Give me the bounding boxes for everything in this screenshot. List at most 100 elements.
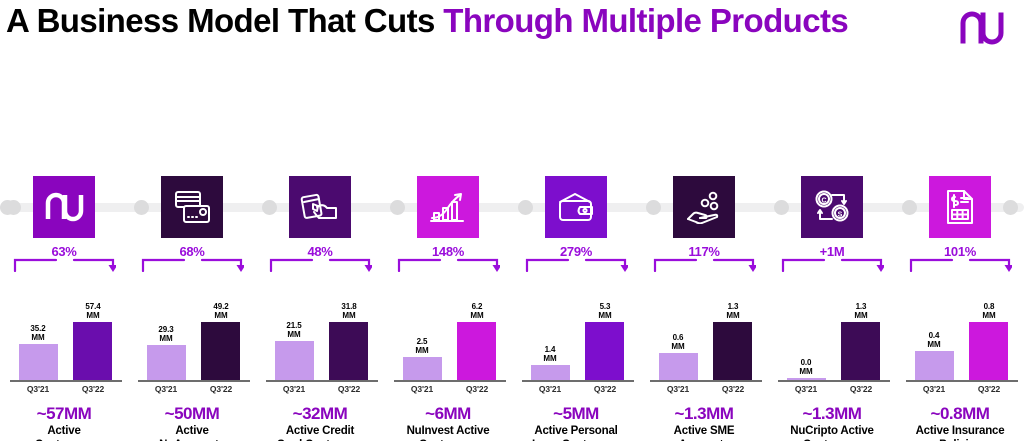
- x-tick-label: Q3'21: [282, 384, 306, 394]
- x-axis-line: [394, 380, 506, 382]
- timeline-dot: [0, 200, 15, 215]
- x-tick-label: Q3'22: [465, 384, 489, 394]
- growth-indicator: 68%: [128, 244, 256, 278]
- bar[interactable]: [275, 341, 314, 380]
- x-axis-ticks: Q3'21 Q3'22: [256, 382, 384, 400]
- product-tile-sme[interactable]: [673, 176, 735, 238]
- metric-summary-value: ~32MM: [292, 404, 348, 423]
- bar[interactable]: [73, 322, 112, 380]
- metric-summary-value: ~6MM: [425, 404, 471, 423]
- bar-value-label: 21.5 MM: [286, 321, 302, 339]
- card-swipe-hand-icon: [300, 190, 340, 224]
- bar[interactable]: [403, 357, 442, 380]
- x-axis-line: [266, 380, 378, 382]
- x-tick-label: Q3'22: [977, 384, 1001, 394]
- growth-indicator: 63%: [0, 244, 128, 278]
- timeline-dot: [134, 200, 149, 215]
- x-axis-line: [522, 380, 634, 382]
- bar-plot: 0.0 MM 1.3 MM: [768, 278, 896, 382]
- bar[interactable]: [329, 322, 368, 380]
- crypto-exchange-icon: C S: [812, 188, 852, 226]
- metric-column: 68% 29.3MM 49.2MM Q3'21 Q3'22 ~50MM ActiveNuAc…: [128, 244, 256, 441]
- timeline-dot: [774, 200, 789, 215]
- metric-column: 63% 35.2MM 57.4MM Q3'21 Q3'22 ~57MM ActiveCust…: [0, 244, 128, 441]
- bar[interactable]: [531, 365, 570, 380]
- product-tile-nucripto[interactable]: C S: [801, 176, 863, 238]
- bar-value-label: 0.4 MM: [927, 331, 941, 349]
- product-tile-active-customers[interactable]: [33, 176, 95, 238]
- credit-cards-icon: [172, 188, 212, 226]
- metric-summary-value: ~1.3MM: [802, 404, 862, 423]
- bar-value-label: 29.3 MM: [158, 325, 174, 343]
- bar-plot: 29.3 MM 49.2 MM: [128, 278, 256, 382]
- product-tile-credit-card[interactable]: [289, 176, 351, 238]
- bar[interactable]: [713, 322, 752, 380]
- svg-text:C: C: [821, 198, 826, 205]
- bar-plot: 0.4 MM 0.8 MM: [896, 278, 1024, 382]
- growth-bracket-arrow: [141, 258, 244, 272]
- metric-summary-value: ~50MM: [164, 404, 220, 423]
- metric-summary-value: ~0.8MM: [930, 404, 990, 423]
- bar-value-label: 57.4 MM: [85, 302, 101, 320]
- nubank-logo: [956, 8, 1008, 48]
- metric-caption: NuCripto ActiveCustomers: [790, 425, 874, 441]
- x-tick-label: Q3'21: [538, 384, 562, 394]
- growth-chart-arrow-icon: [429, 190, 467, 224]
- bar[interactable]: [201, 322, 240, 380]
- x-tick-label: Q3'22: [593, 384, 617, 394]
- growth-bracket-arrow: [13, 258, 116, 272]
- metric-footer: ~1.3MM NuCripto ActiveCustomers: [768, 404, 896, 441]
- product-tile-nuinvest[interactable]: [417, 176, 479, 238]
- bar-plot: 2.5 MM 6.2 MM: [384, 278, 512, 382]
- bar[interactable]: [841, 322, 880, 380]
- bar-value-label: 35.2 MM: [30, 324, 46, 342]
- metric-footer: ~50MM ActiveNuAccounts: [128, 404, 256, 441]
- bar[interactable]: [787, 378, 826, 380]
- svg-text:S: S: [838, 212, 843, 219]
- bar-plot: 21.5 MM 31.8 MM: [256, 278, 384, 382]
- slide-header: A Business Model That Cuts Through Multi…: [0, 0, 1024, 110]
- product-tile-personal-loan[interactable]: [545, 176, 607, 238]
- bar[interactable]: [659, 353, 698, 380]
- timeline-dot: [262, 200, 277, 215]
- wallet-icon: [556, 190, 596, 224]
- growth-percentage: 148%: [431, 244, 465, 259]
- bar[interactable]: [19, 344, 58, 380]
- growth-percentage: 101%: [943, 244, 977, 259]
- metric-summary-value: ~5MM: [553, 404, 599, 423]
- metric-column: 101% 0.4 MM 0.8 MM Q3'21 Q3'22 ~0.8MM Active Ins…: [896, 244, 1024, 441]
- product-tile-insurance[interactable]: [929, 176, 991, 238]
- x-axis-ticks: Q3'21 Q3'22: [896, 382, 1024, 400]
- bar[interactable]: [969, 322, 1008, 380]
- metric-footer: ~32MM Active CreditCard Customers: [256, 404, 384, 441]
- x-axis-ticks: Q3'21 Q3'22: [640, 382, 768, 400]
- growth-indicator: 279%: [512, 244, 640, 278]
- bar-value-label: 1.4 MM: [543, 345, 557, 363]
- x-axis-line: [778, 380, 890, 382]
- x-axis-ticks: Q3'21 Q3'22: [384, 382, 512, 400]
- page-title: A Business Model That Cuts Through Multi…: [6, 2, 906, 40]
- x-tick-label: Q3'21: [154, 384, 178, 394]
- x-tick-label: Q3'22: [81, 384, 105, 394]
- timeline-dot: [646, 200, 661, 215]
- product-tile-nuaccounts[interactable]: [161, 176, 223, 238]
- metric-footer: ~0.8MM Active InsurancePolicies: [896, 404, 1024, 441]
- metric-caption: Active SMEAccounts: [673, 425, 735, 441]
- x-axis-line: [138, 380, 250, 382]
- bar-value-label: 0.6 MM: [671, 333, 685, 351]
- growth-indicator: 117%: [640, 244, 768, 278]
- metric-footer: ~6MM NuInvest ActiveCustomers: [384, 404, 512, 441]
- bar[interactable]: [915, 351, 954, 380]
- bar-value-label: 31.8 MM: [341, 302, 357, 320]
- growth-percentage: 48%: [307, 244, 333, 259]
- metric-column: +1M 0.0 MM 1.3 MM Q3'21 Q3'22 ~1.3MM NuCripto Ac…: [768, 244, 896, 441]
- x-tick-label: Q3'22: [721, 384, 745, 394]
- bar[interactable]: [147, 345, 186, 380]
- metric-footer: ~57MM ActiveCustomers: [0, 404, 128, 441]
- growth-percentage: 279%: [559, 244, 593, 259]
- growth-indicator: +1M: [768, 244, 896, 278]
- x-tick-label: Q3'21: [794, 384, 818, 394]
- bar[interactable]: [457, 322, 496, 380]
- bar[interactable]: [585, 322, 624, 380]
